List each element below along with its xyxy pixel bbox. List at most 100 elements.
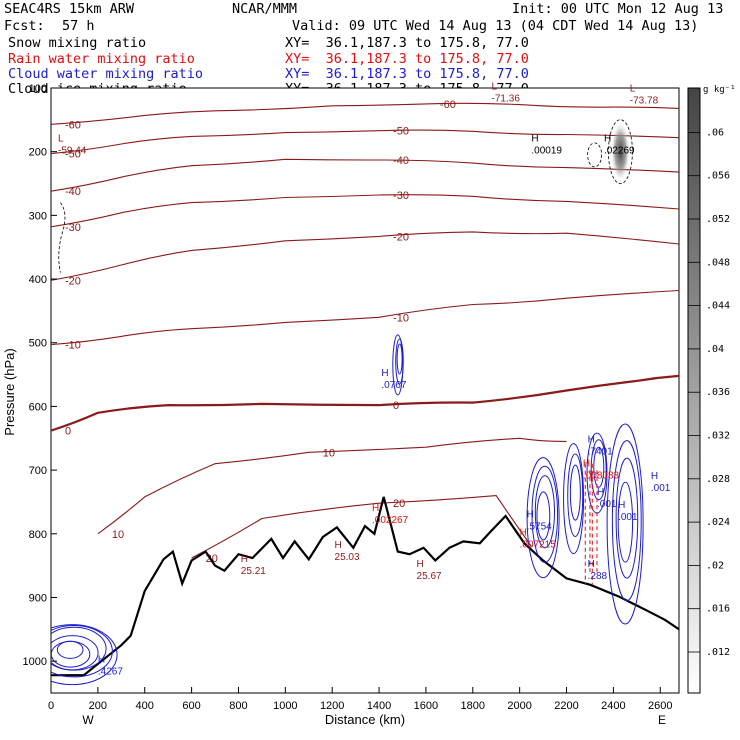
x-tick-label: 1200 bbox=[320, 700, 344, 712]
x-tick-label: 1400 bbox=[367, 700, 391, 712]
isotherm-label: -30 bbox=[393, 190, 409, 202]
y-tick-label: 1000 bbox=[23, 656, 47, 668]
colorbar-gradient bbox=[687, 87, 701, 694]
isotherm-label: 0 bbox=[393, 400, 399, 412]
extremum-value: .008083 bbox=[583, 470, 620, 481]
hydrometeor-layer bbox=[51, 119, 644, 686]
extremum-value: .001 bbox=[618, 512, 638, 523]
colorbar: g kg⁻¹ .012 .016 .02 .024 .028 .032 .036 .04 .04… bbox=[687, 85, 736, 694]
cloud-water-contour bbox=[617, 481, 634, 563]
colorbar-tick-label: .048 bbox=[706, 257, 730, 268]
cloud-ice-contour bbox=[58, 202, 66, 273]
cloud-water-contour bbox=[590, 439, 607, 501]
extremum-value: 25.03 bbox=[335, 552, 360, 563]
extremum-value: .007215 bbox=[520, 539, 557, 550]
isotherm-label: -40 bbox=[393, 155, 409, 167]
extremum-value: 25.67 bbox=[417, 571, 442, 582]
field-xy-cloud-water: XY= 36.1,187.3 to 175.8, 77.0 bbox=[285, 66, 529, 82]
extremum-marker: H bbox=[417, 559, 424, 570]
extremum-value: -73.78 bbox=[630, 95, 659, 106]
cloud-water-contour bbox=[615, 457, 639, 579]
colorbar-tick-label: .036 bbox=[706, 387, 730, 398]
isotherm-label: -10 bbox=[393, 312, 409, 324]
cloud-ice-contour bbox=[608, 119, 633, 185]
extremum-marker: H bbox=[604, 134, 611, 145]
cloud-water-contour bbox=[534, 475, 556, 549]
isotherm-20 bbox=[191, 495, 532, 559]
isotherm-minus10 bbox=[51, 289, 679, 346]
isotherm-label: 10 bbox=[112, 529, 124, 541]
isotherm-minus50 bbox=[51, 129, 679, 155]
y-tick-label: 900 bbox=[29, 592, 47, 604]
extremum-marker: H bbox=[372, 503, 379, 514]
east-label: E bbox=[658, 713, 666, 727]
cloud-water-contour bbox=[51, 635, 99, 671]
x-tick-label: 800 bbox=[229, 700, 247, 712]
y-tick-label: 200 bbox=[29, 147, 47, 159]
extremum-marker: L bbox=[58, 134, 64, 145]
extremum-value: .02269 bbox=[604, 146, 635, 157]
organization-label: NCAR/MMM bbox=[232, 1, 298, 17]
x-tick-label: 1600 bbox=[414, 700, 438, 712]
cloud-water-contour bbox=[536, 491, 551, 541]
extremum-marker: H bbox=[651, 471, 658, 482]
isotherm-label: -30 bbox=[65, 222, 81, 234]
extremum-value: .5754 bbox=[527, 521, 552, 532]
extrema-label-layer: L-59.44L-71.36L-73.78H.00019H.02269H.076… bbox=[58, 81, 671, 677]
terrain-profile bbox=[51, 496, 679, 677]
colorbar-tick-label: .02 bbox=[706, 560, 724, 571]
cloud-water-contour bbox=[567, 453, 584, 537]
colorbar-tick-label: .024 bbox=[706, 517, 730, 528]
isotherm-label: -60 bbox=[65, 119, 81, 131]
y-tick-label: 100 bbox=[29, 83, 47, 95]
extremum-marker: L bbox=[492, 81, 498, 92]
isotherm-label: -50 bbox=[393, 126, 409, 138]
cloud-water-contour bbox=[606, 423, 644, 625]
y-tick-label: 700 bbox=[29, 465, 47, 477]
field-label-rain: Rain water mixing ratio bbox=[8, 51, 195, 67]
cloud-water-contour bbox=[56, 640, 84, 659]
field-xy-snow: XY= 36.1,187.3 to 175.8, 77.0 bbox=[285, 35, 529, 51]
cloud-ice-contour bbox=[587, 142, 603, 168]
extremum-marker: H bbox=[531, 134, 538, 145]
extremum-marker: H bbox=[335, 540, 342, 551]
cloud-water-contour bbox=[563, 443, 585, 555]
extremum-value: .002267 bbox=[372, 515, 409, 526]
y-axis-label: Pressure (hPa) bbox=[2, 348, 17, 435]
isotherm-label: -20 bbox=[393, 231, 409, 243]
model-title: SEAC4RS 15km ARW bbox=[4, 1, 135, 17]
x-tick-label: 1800 bbox=[461, 700, 485, 712]
extremum-marker: H bbox=[597, 487, 604, 498]
x-tick-label: 200 bbox=[89, 700, 107, 712]
cloud-water-contour bbox=[526, 457, 560, 579]
x-tick-label: 600 bbox=[182, 700, 200, 712]
axes-layer: 0 200 400 600 800 1000 1200 1400 1600 1800 2000 220… bbox=[23, 83, 673, 712]
colorbar-tick-label: .06 bbox=[706, 127, 724, 138]
field-label-cloud-water: Cloud water mixing ratio bbox=[8, 66, 204, 82]
colorbar-tick-label: .012 bbox=[706, 647, 730, 658]
extremum-marker: H bbox=[583, 458, 590, 469]
isotherm-label: 20 bbox=[393, 498, 405, 510]
init-time: Init: 00 UTC Mon 12 Aug 13 bbox=[512, 1, 724, 17]
colorbar-unit: g kg⁻¹ bbox=[703, 85, 736, 95]
extremum-value: -71.36 bbox=[492, 93, 521, 104]
extremum-marker: H bbox=[98, 655, 105, 666]
isotherm-minus60 bbox=[51, 102, 679, 125]
extremum-marker: H bbox=[527, 509, 534, 520]
extremum-value: .288 bbox=[588, 571, 608, 582]
y-tick-label: 800 bbox=[29, 529, 47, 541]
colorbar-tick-label: .044 bbox=[706, 301, 730, 312]
x-tick-label: 2000 bbox=[507, 700, 531, 712]
extremum-value: .00019 bbox=[531, 146, 562, 157]
colorbar-tick-label: .056 bbox=[706, 171, 730, 182]
x-tick-label: 400 bbox=[136, 700, 154, 712]
isotherm-label: 10 bbox=[323, 447, 335, 459]
cloud-water-contour bbox=[396, 343, 403, 375]
extremum-value: .001 bbox=[651, 483, 671, 494]
cloud-water-contour bbox=[531, 465, 559, 563]
isotherm-label: -40 bbox=[65, 186, 81, 198]
isotherm-label: -10 bbox=[65, 340, 81, 352]
colorbar-tick-label: .028 bbox=[706, 474, 730, 485]
extremum-marker: H bbox=[520, 527, 527, 538]
